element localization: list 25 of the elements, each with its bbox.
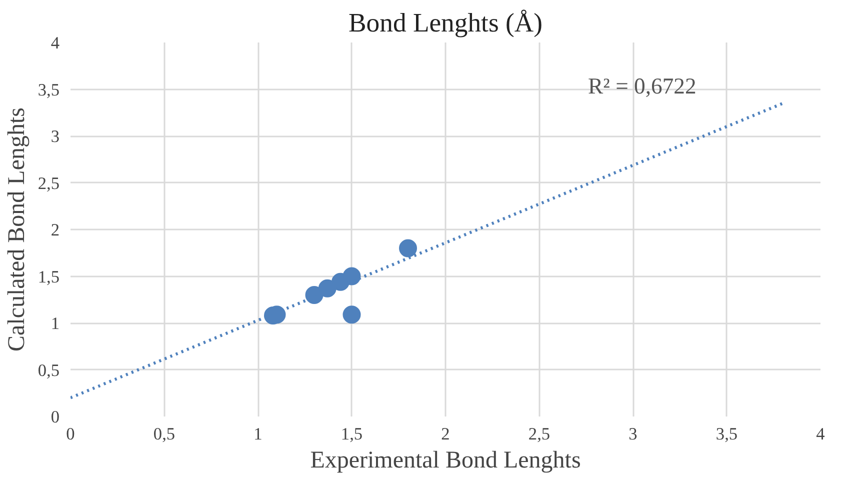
x-tick-label: 1,5 — [340, 424, 363, 444]
y-tick-label: 3,5 — [38, 80, 60, 100]
y-tick-label: 0,5 — [38, 360, 60, 380]
x-tick-label: 4 — [816, 424, 826, 444]
y-tick-label: 3 — [50, 127, 60, 146]
point — [342, 267, 361, 286]
chart-title: Bond Lenghts (Å) — [348, 8, 542, 38]
x-tick-label: 0,5 — [153, 424, 176, 444]
x-axis-title: Experimental Bond Lenghts — [310, 448, 581, 474]
x-tick-label: 2,5 — [528, 424, 550, 444]
y-tick-label: 0 — [50, 408, 60, 426]
x-tick-label: 3,5 — [716, 424, 738, 444]
y-tick-label: 4 — [50, 34, 60, 52]
x-tick-label: 0 — [66, 424, 75, 444]
y-axis-title: Calculated Bond Lenghts — [4, 108, 30, 352]
y-tick-label: 2 — [50, 220, 60, 240]
point — [399, 239, 417, 258]
annotation: R² = 0,6722 — [588, 74, 696, 99]
x-tick-label: 2 — [441, 424, 450, 444]
y-tick-label: 2,5 — [38, 174, 60, 193]
point — [342, 306, 361, 324]
y-tick-label: 1 — [50, 314, 60, 333]
x-tick-label: 1 — [254, 424, 262, 444]
y-tick-label: 1,5 — [38, 267, 60, 286]
x-tick-label: 3 — [628, 424, 638, 444]
